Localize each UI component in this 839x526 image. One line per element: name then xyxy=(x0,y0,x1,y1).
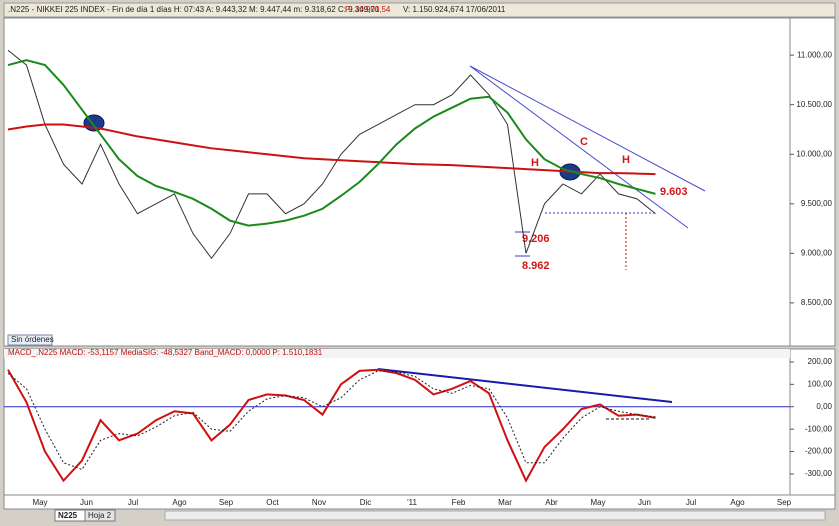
y-tick-label: 0,00 xyxy=(816,402,832,411)
annotation: H xyxy=(622,154,630,166)
x-tick-label: Abr xyxy=(545,498,558,507)
x-tick-label: Mar xyxy=(498,498,512,507)
y-tick-label: 8.500,00 xyxy=(801,298,833,307)
series-line xyxy=(7,59,656,227)
header-bar xyxy=(3,2,836,18)
macd-header xyxy=(4,349,790,358)
tab[interactable] xyxy=(84,509,116,522)
y-tick-label: 100,00 xyxy=(808,379,833,388)
x-tick-label: Sep xyxy=(219,498,234,507)
y-tick-label: 9.500,00 xyxy=(801,199,833,208)
x-tick-label: Jun xyxy=(80,498,93,507)
price-panel xyxy=(3,17,791,347)
x-tick-label: Ago xyxy=(172,498,187,507)
x-tick-label: May xyxy=(590,498,605,507)
series-line xyxy=(7,368,656,483)
macd-drawings xyxy=(377,368,673,420)
x-tick-label: Ago xyxy=(730,498,745,507)
annotation: 9.206 xyxy=(522,233,550,245)
x-tick-label: May xyxy=(32,498,47,507)
orders-button-label: Sin órdenes xyxy=(11,335,54,344)
scrollbar[interactable] xyxy=(164,510,826,521)
annotation: C xyxy=(580,136,588,148)
x-tick-label: Jul xyxy=(686,498,696,507)
tab-label: N225 xyxy=(58,511,78,520)
y-tick-label: 11.000,00 xyxy=(797,50,833,59)
y-tick-label: 9.000,00 xyxy=(801,248,833,257)
y-tick-label: 10.000,00 xyxy=(796,149,832,158)
header-p: P: 10.900,54 xyxy=(345,5,391,14)
tab-label: Hoja 2 xyxy=(88,511,112,520)
x-tick-label: Feb xyxy=(452,498,466,507)
annotation: 9.603 xyxy=(660,186,688,198)
y-tick-label: 200,00 xyxy=(808,357,833,366)
annotation: 8.962 xyxy=(522,260,550,272)
x-tick-label: Nov xyxy=(312,498,326,507)
x-axis-bar xyxy=(3,494,836,510)
x-tick-label: Dic xyxy=(360,498,372,507)
x-tick-label: Oct xyxy=(266,498,279,507)
x-tick-label: Jul xyxy=(128,498,138,507)
price-axis xyxy=(789,17,836,347)
annotation: H xyxy=(531,157,539,169)
y-tick-label: -300,00 xyxy=(805,469,833,478)
header-text2: V: 1.150.924,674 17/06/2011 xyxy=(403,5,506,14)
y-tick-label: 10.500,00 xyxy=(796,100,832,109)
x-tick-label: '11 xyxy=(407,498,417,507)
x-tick-label: Sep xyxy=(777,498,792,507)
orders-button[interactable] xyxy=(7,334,53,346)
macd-axis xyxy=(789,348,836,496)
x-tick-label: Jun xyxy=(638,498,651,507)
header-text: .N225 - NIKKEI 225 INDEX - Fin de día 1 … xyxy=(8,5,380,14)
series-line xyxy=(7,49,656,260)
y-tick-label: -100,00 xyxy=(805,424,833,433)
series-line xyxy=(7,370,656,471)
series-line xyxy=(7,123,656,176)
macd-subtitle: MACD_.N225 MACD: -53,1157 MediaSIG: -48,… xyxy=(8,348,323,357)
y-tick-label: -200,00 xyxy=(805,447,833,456)
